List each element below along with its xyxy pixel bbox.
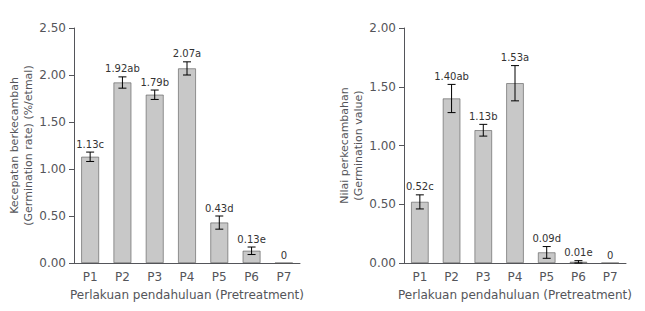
- svg-text:1.40ab: 1.40ab: [434, 71, 469, 82]
- svg-text:0.01e: 0.01e: [564, 247, 592, 258]
- svg-text:1.50: 1.50: [39, 115, 66, 129]
- svg-text:0.43d: 0.43d: [205, 203, 234, 214]
- svg-text:(Germination value): (Germination value): [352, 90, 365, 200]
- svg-text:2.07a: 2.07a: [173, 48, 201, 59]
- svg-text:P5: P5: [539, 270, 554, 284]
- svg-text:0.50: 0.50: [39, 209, 66, 223]
- svg-text:1.50: 1.50: [369, 80, 396, 94]
- svg-text:0.00: 0.00: [39, 256, 66, 270]
- svg-text:0.13e: 0.13e: [237, 234, 265, 245]
- svg-text:P6: P6: [571, 270, 586, 284]
- svg-text:P4: P4: [180, 270, 195, 284]
- svg-text:1.13b: 1.13b: [469, 111, 498, 122]
- svg-text:1.13c: 1.13c: [76, 139, 104, 150]
- svg-text:P3: P3: [147, 270, 162, 284]
- svg-text:Perlakuan pendahuluan (Pretrea: Perlakuan pendahuluan (Pretreatment): [398, 288, 632, 302]
- svg-text:P7: P7: [603, 270, 618, 284]
- svg-text:P2: P2: [115, 270, 130, 284]
- svg-text:0.52c: 0.52c: [406, 181, 434, 192]
- svg-text:1.79b: 1.79b: [140, 77, 169, 88]
- svg-text:P7: P7: [276, 270, 291, 284]
- svg-text:0: 0: [607, 250, 613, 261]
- svg-text:Kecepatan berkecambah: Kecepatan berkecambah: [8, 77, 21, 214]
- svg-text:1.00: 1.00: [39, 162, 66, 176]
- svg-text:2.50: 2.50: [39, 21, 66, 35]
- svg-text:P5: P5: [212, 270, 227, 284]
- svg-text:P2: P2: [444, 270, 459, 284]
- svg-text:Perlakuan pendahuluan (Pretrea: Perlakuan pendahuluan (Pretreatment): [70, 288, 304, 302]
- svg-text:2.00: 2.00: [39, 68, 66, 82]
- svg-text:1.53a: 1.53a: [501, 52, 529, 63]
- svg-text:2.00: 2.00: [369, 21, 396, 35]
- svg-text:P4: P4: [508, 270, 523, 284]
- svg-text:Nilai perkecambahan: Nilai perkecambahan: [338, 87, 351, 204]
- svg-text:P1: P1: [412, 270, 427, 284]
- svg-text:(Germination rate) (%/etmal): (Germination rate) (%/etmal): [22, 65, 35, 225]
- svg-text:1.00: 1.00: [369, 139, 396, 153]
- svg-text:0: 0: [281, 250, 287, 261]
- svg-text:0.50: 0.50: [369, 197, 396, 211]
- svg-text:1.92ab: 1.92ab: [105, 63, 140, 74]
- svg-text:P3: P3: [476, 270, 491, 284]
- svg-text:0.09d: 0.09d: [532, 233, 561, 244]
- svg-text:P1: P1: [83, 270, 98, 284]
- svg-text:0.00: 0.00: [369, 256, 396, 270]
- svg-text:P6: P6: [244, 270, 259, 284]
